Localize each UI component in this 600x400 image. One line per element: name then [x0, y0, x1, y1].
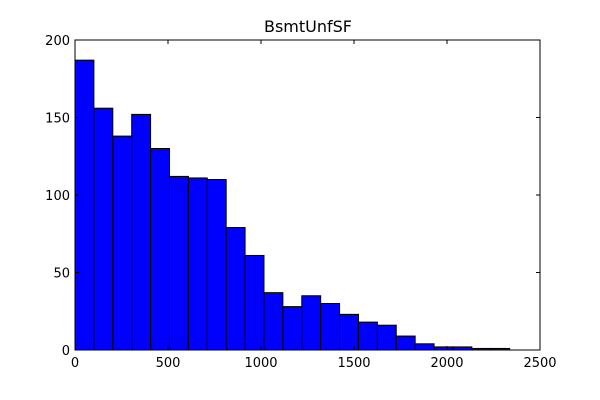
histogram-bar [282, 306, 303, 351]
histogram-bar [376, 324, 397, 351]
histogram-bar [187, 177, 208, 351]
y-tick-label: 100 [45, 189, 70, 204]
y-tick-label: 150 [45, 112, 70, 127]
histogram-bar [225, 227, 246, 351]
histogram-bar [244, 254, 265, 351]
histogram-bar [263, 292, 284, 351]
histogram-bar [131, 113, 152, 351]
histogram-bar [395, 335, 416, 351]
x-tick-label: 0 [71, 356, 79, 371]
histogram-bar [414, 343, 435, 351]
histogram-bar [301, 295, 322, 351]
y-tick-label: 0 [62, 344, 70, 359]
y-tick-label: 200 [45, 34, 70, 49]
histogram-bar [150, 148, 170, 351]
ticks-group: 0 500 1000 1500 2000 2500 0 50 100 150 200 [45, 34, 556, 371]
histogram-bar [74, 59, 95, 351]
x-tick-label: 2000 [430, 356, 463, 371]
x-tick-label: 1500 [337, 356, 370, 371]
histogram-bar [339, 313, 359, 351]
y-tick-label: 50 [53, 267, 70, 282]
histogram-bar [206, 179, 227, 351]
x-tick-label: 2500 [523, 356, 556, 371]
histogram-bar [168, 175, 189, 351]
histogram-bar [112, 135, 133, 351]
chart-title: BsmtUnfSF [264, 17, 352, 36]
histogram-bar [93, 107, 114, 351]
histogram-bar [320, 303, 341, 351]
x-tick-label: 1000 [244, 356, 277, 371]
x-tick-label: 500 [156, 356, 181, 371]
bars-group [74, 59, 511, 351]
histogram-bar [357, 321, 378, 351]
